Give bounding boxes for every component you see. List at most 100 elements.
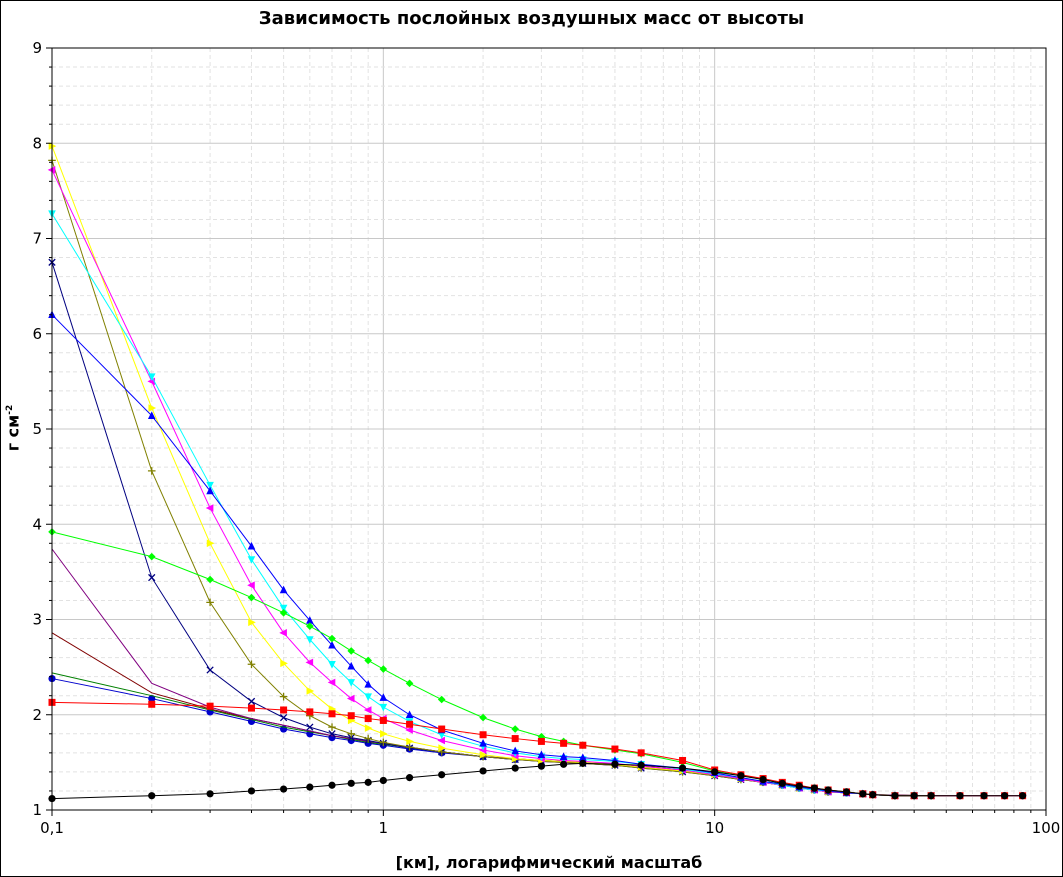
data-marker <box>327 678 336 687</box>
series-12 <box>51 672 932 797</box>
data-marker <box>306 723 314 731</box>
data-marker <box>347 647 356 655</box>
y-axis-label-text: г см <box>3 414 23 452</box>
data-marker <box>347 730 356 738</box>
data-marker <box>280 659 288 668</box>
data-marker <box>306 622 314 630</box>
series-line <box>51 145 932 797</box>
series-1 <box>48 759 1027 803</box>
data-marker <box>980 792 988 800</box>
data-marker <box>247 593 256 602</box>
data-marker <box>479 731 487 739</box>
series-line <box>51 314 932 797</box>
data-marker <box>279 585 288 594</box>
data-marker <box>247 581 255 590</box>
y-tick-label: 6 <box>32 325 42 343</box>
data-marker <box>379 738 388 747</box>
data-marker <box>328 730 336 738</box>
data-marker <box>148 792 156 800</box>
grid <box>51 47 1046 811</box>
series-line <box>51 701 1023 797</box>
data-marker <box>478 746 487 754</box>
data-marker <box>927 792 935 800</box>
series-13 <box>48 674 1027 800</box>
data-marker <box>824 786 832 794</box>
data-marker <box>328 781 336 789</box>
data-marker <box>379 716 387 724</box>
data-marker <box>405 726 413 734</box>
data-marker <box>328 640 336 649</box>
data-marker <box>437 695 446 704</box>
data-marker <box>328 723 336 731</box>
data-marker <box>364 693 372 701</box>
data-marker <box>406 737 414 746</box>
data-marker <box>148 404 157 412</box>
data-marker <box>910 792 918 800</box>
series-line <box>51 672 932 797</box>
data-marker <box>147 373 156 381</box>
data-marker <box>379 703 388 712</box>
data-marker <box>511 725 519 733</box>
data-marker <box>579 741 587 749</box>
data-marker <box>206 481 214 490</box>
data-marker <box>347 733 355 742</box>
data-marker <box>438 771 446 779</box>
data-marker <box>1019 792 1027 800</box>
y-tick-label: 9 <box>32 39 42 57</box>
data-marker <box>279 692 288 701</box>
data-marker <box>206 702 214 710</box>
data-marker <box>247 704 255 712</box>
series-layer <box>47 142 1027 803</box>
data-marker <box>611 760 619 768</box>
data-marker <box>306 687 315 695</box>
data-marker <box>364 679 372 688</box>
data-marker <box>405 774 414 782</box>
data-marker <box>379 665 388 673</box>
y-tick-label: 4 <box>32 515 42 533</box>
series-6 <box>47 166 935 800</box>
data-marker <box>347 661 356 670</box>
data-marker <box>479 750 488 759</box>
data-marker <box>379 693 388 701</box>
data-marker <box>759 775 767 784</box>
data-marker <box>611 745 619 753</box>
data-marker <box>711 768 719 776</box>
series-4 <box>48 310 935 800</box>
series-2 <box>48 698 1027 800</box>
data-marker <box>511 735 519 743</box>
data-marker <box>206 598 214 607</box>
data-marker <box>306 616 314 624</box>
series-line <box>51 160 932 797</box>
data-marker <box>379 776 387 785</box>
data-marker <box>206 666 214 674</box>
data-marker <box>511 764 519 772</box>
data-marker <box>347 779 355 787</box>
data-marker <box>147 552 156 561</box>
data-marker <box>247 556 256 564</box>
data-marker <box>537 750 546 759</box>
data-marker <box>147 467 156 475</box>
data-marker <box>364 734 372 743</box>
data-marker <box>247 697 256 706</box>
data-marker <box>778 779 786 787</box>
data-marker <box>148 700 156 708</box>
data-marker <box>328 710 336 718</box>
data-marker <box>737 772 745 780</box>
data-marker <box>363 706 372 714</box>
x-axis-label: [км], логарифмический масштаб <box>395 853 703 872</box>
data-marker <box>437 736 445 745</box>
series-line <box>51 262 932 797</box>
y-tick-label: 8 <box>32 134 42 152</box>
data-marker <box>869 791 877 799</box>
data-marker <box>364 715 372 723</box>
y-tick-label: 2 <box>32 706 42 724</box>
series-line <box>51 548 932 797</box>
data-marker <box>479 739 487 747</box>
data-marker <box>279 713 288 722</box>
data-marker <box>279 629 287 637</box>
data-marker <box>347 712 355 720</box>
x-tick-label: 10 <box>705 819 724 837</box>
data-marker <box>405 743 414 751</box>
